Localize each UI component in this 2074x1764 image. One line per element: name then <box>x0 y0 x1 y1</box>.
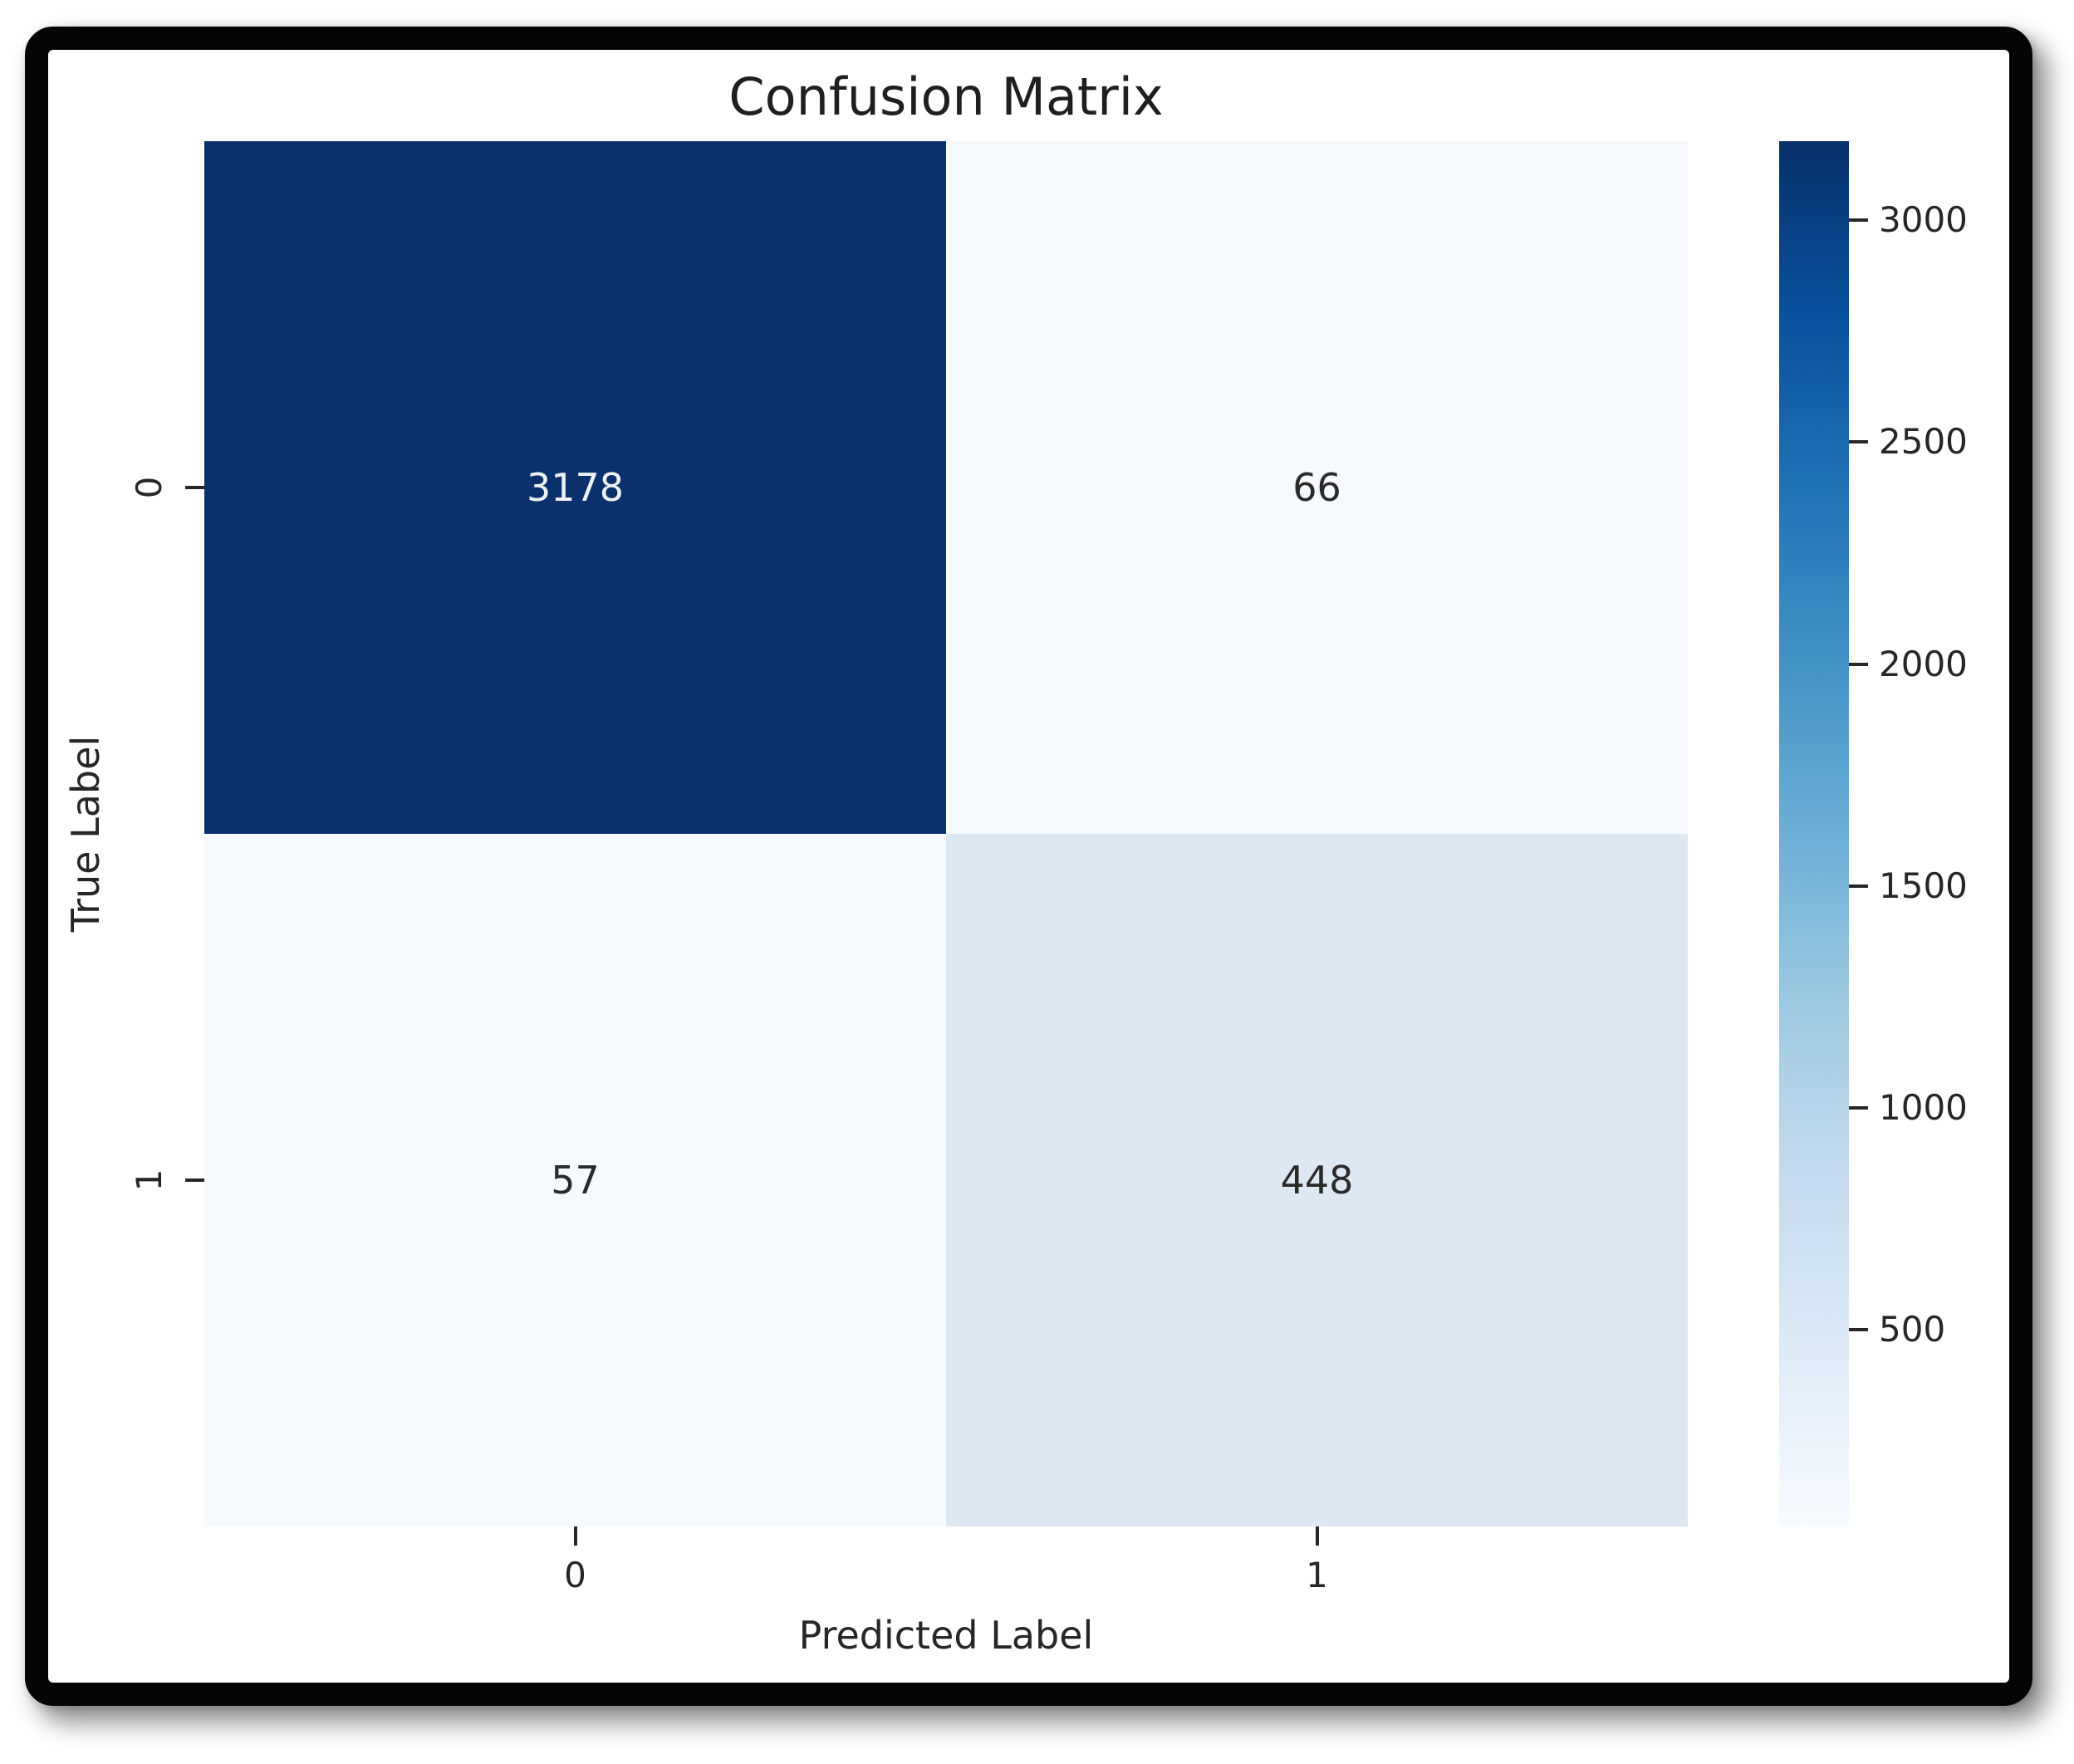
colorbar-tick-mark <box>1849 440 1868 444</box>
chart-title: Confusion Matrix <box>728 66 1164 127</box>
heatmap-grid: 3178 66 57 448 <box>204 141 1688 1526</box>
y-axis-label: True Label <box>63 735 108 933</box>
colorbar-tick-label: 2000 <box>1879 643 1968 684</box>
cell-value: 57 <box>551 1158 600 1203</box>
x-axis-label: Predicted Label <box>798 1613 1094 1658</box>
colorbar-tick-label: 2500 <box>1879 421 1968 463</box>
x-tick-mark <box>573 1526 577 1546</box>
colorbar-tick-label: 3000 <box>1879 199 1968 241</box>
y-tick-label: 0 <box>129 476 169 499</box>
y-tick-mark <box>185 1178 204 1182</box>
matrix-cell-r0c1: 66 <box>946 141 1688 834</box>
matrix-cell-r1c1: 448 <box>946 834 1688 1526</box>
x-tick-label: 0 <box>564 1555 586 1595</box>
cell-value: 66 <box>1292 465 1341 510</box>
matrix-cell-r0c0: 3178 <box>204 141 946 834</box>
x-tick-mark <box>1315 1526 1319 1546</box>
colorbar-tick-mark <box>1849 1328 1868 1332</box>
colorbar-tick-mark <box>1849 218 1868 223</box>
colorbar-tick-mark <box>1849 1106 1868 1110</box>
colorbar-tick-label: 500 <box>1879 1309 1946 1350</box>
y-tick-mark <box>185 486 204 489</box>
colorbar-tick-mark <box>1849 884 1868 888</box>
y-tick-label: 1 <box>129 1169 169 1192</box>
colorbar-tick-label: 1000 <box>1879 1087 1968 1129</box>
colorbar-tick-mark <box>1849 662 1868 666</box>
matrix-cell-r1c0: 57 <box>204 834 946 1526</box>
cell-value: 3178 <box>526 465 625 510</box>
colorbar <box>1779 141 1849 1526</box>
x-tick-label: 1 <box>1306 1555 1328 1595</box>
cell-value: 448 <box>1280 1158 1354 1203</box>
colorbar-tick-label: 1500 <box>1879 865 1968 906</box>
